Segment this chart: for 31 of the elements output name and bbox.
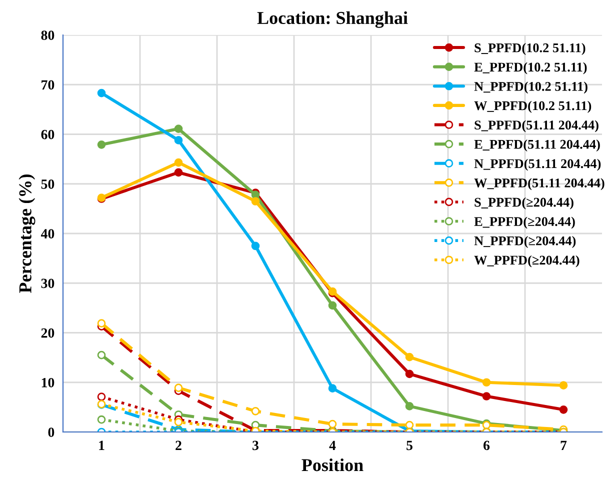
legend-label: W_PPFD(≥204.44) bbox=[474, 255, 580, 268]
x-tick-label: 6 bbox=[484, 440, 490, 450]
y-tick-label: 80 bbox=[41, 30, 54, 40]
y-axis-title: Percentage (%) bbox=[18, 174, 36, 293]
legend-label: N_PPFD(≥204.44) bbox=[474, 236, 576, 248]
y-tick-label: 50 bbox=[41, 179, 54, 189]
x-tick-label: 7 bbox=[560, 440, 567, 450]
x-tick-label: 2 bbox=[176, 440, 182, 450]
x-tick-label: 5 bbox=[406, 440, 412, 450]
x-tick-label: 1 bbox=[99, 440, 104, 450]
legend-label: E_PPFD(51.11 204.44) bbox=[474, 140, 600, 152]
legend-label: E_PPFD(≥204.44) bbox=[474, 216, 575, 229]
x-axis-title: Position bbox=[302, 458, 364, 472]
y-tick-label: 10 bbox=[42, 378, 54, 388]
x-tick-label: 4 bbox=[329, 440, 336, 450]
legend-label: S_PPFD(51.11 204.44) bbox=[474, 120, 598, 132]
y-tick-label: 60 bbox=[41, 130, 54, 140]
chart-title: Location: Shanghai bbox=[257, 11, 408, 28]
y-tick-label: 0 bbox=[48, 428, 54, 437]
legend-label: S_PPFD(≥204.44) bbox=[474, 197, 574, 210]
y-tick-label: 20 bbox=[41, 328, 54, 338]
legend-label: E_PPFD(10.2 51.11) bbox=[474, 62, 587, 74]
legend-label: S_PPFD(10.2 51.11) bbox=[474, 42, 586, 55]
y-tick-label: 30 bbox=[41, 278, 54, 288]
y-tick-label: 40 bbox=[40, 229, 54, 238]
legend-label: N_PPFD(10.2 51.11) bbox=[474, 82, 588, 94]
legend-label: N_PPFD(51.11 204.44) bbox=[474, 158, 601, 171]
legend-label: W_PPFD(10.2 51.11) bbox=[474, 100, 592, 113]
legend-label: W_PPFD(51.11 204.44) bbox=[474, 178, 604, 190]
x-tick-label: 3 bbox=[252, 440, 258, 450]
y-tick-label: 70 bbox=[42, 80, 54, 90]
